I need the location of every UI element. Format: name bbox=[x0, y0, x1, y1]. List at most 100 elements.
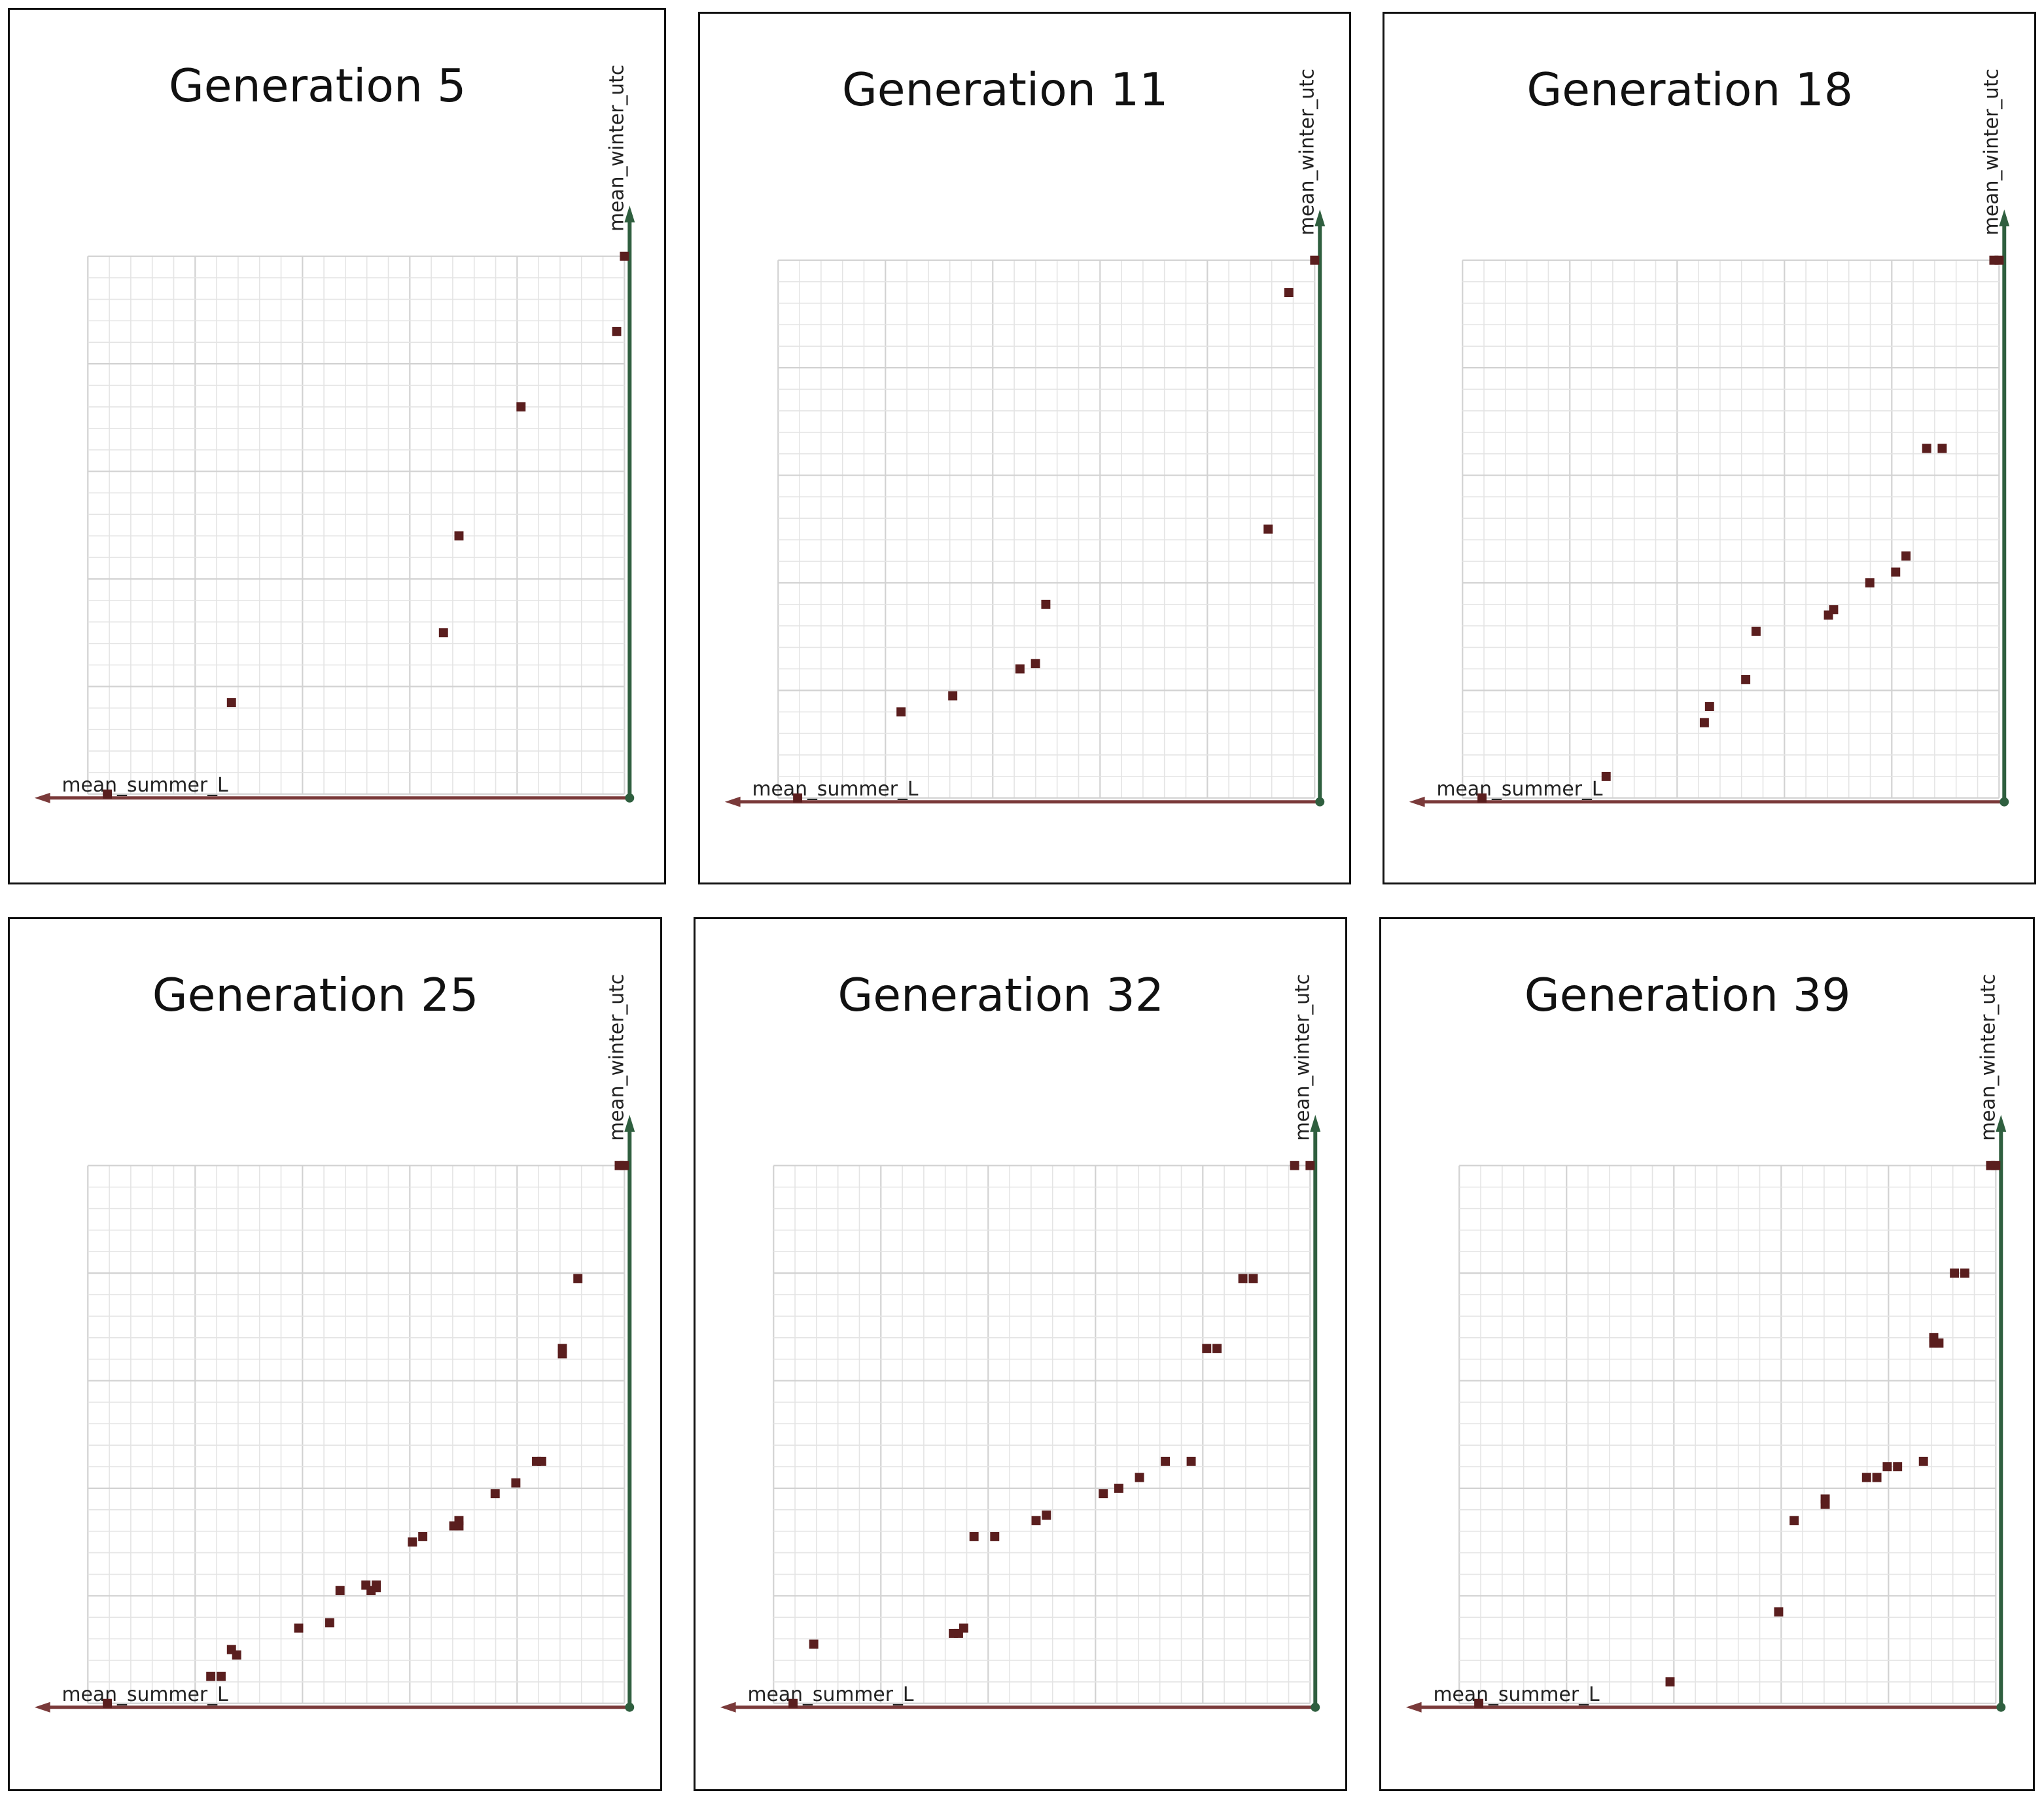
chart-panel-6: Generation 39 mean_summer_L mean_winter_ut… bbox=[1379, 917, 2035, 1791]
data-point bbox=[1238, 1274, 1248, 1284]
data-point bbox=[1751, 626, 1761, 636]
data-point bbox=[620, 251, 629, 261]
data-point bbox=[449, 1521, 459, 1531]
data-point bbox=[614, 1161, 624, 1170]
data-point bbox=[1212, 1344, 1222, 1354]
data-point bbox=[226, 698, 236, 708]
origin-marker bbox=[1996, 1702, 2006, 1712]
x-axis-arrow-icon bbox=[34, 792, 50, 803]
y-axis-label: mean_winter_utc bbox=[1291, 974, 1314, 1141]
data-point bbox=[532, 1456, 541, 1466]
data-point bbox=[1950, 1268, 1960, 1278]
data-point bbox=[1031, 659, 1040, 669]
chart-title: Generation 11 bbox=[842, 63, 1169, 116]
data-point bbox=[408, 1537, 417, 1547]
chart-title: Generation 5 bbox=[169, 60, 467, 113]
data-point bbox=[1263, 524, 1273, 534]
chart-title: Generation 18 bbox=[1526, 63, 1853, 116]
y-axis-arrow-icon bbox=[1310, 1115, 1321, 1132]
data-point bbox=[1824, 610, 1833, 620]
chart-title: Generation 39 bbox=[1524, 969, 1851, 1022]
data-point bbox=[1704, 702, 1714, 711]
data-point bbox=[612, 326, 622, 336]
data-point bbox=[516, 402, 526, 411]
data-point bbox=[1135, 1473, 1144, 1482]
scatter-plot: Generation 11 mean_summer_L mean_winter_ut… bbox=[724, 63, 1326, 807]
data-point bbox=[1202, 1344, 1212, 1354]
data-point bbox=[103, 789, 113, 799]
data-point bbox=[1186, 1456, 1196, 1466]
data-point bbox=[216, 1671, 226, 1681]
y-axis-label: mean_winter_utc bbox=[1980, 69, 2003, 236]
data-point bbox=[809, 1639, 819, 1649]
data-point bbox=[103, 1698, 113, 1708]
gridlines bbox=[1462, 259, 2000, 799]
x-axis-label: mean_summer_L bbox=[1437, 778, 1603, 801]
data-point bbox=[896, 707, 906, 717]
data-point bbox=[1865, 578, 1875, 587]
x-axis-label: mean_summer_L bbox=[62, 1683, 228, 1706]
data-point bbox=[1290, 1161, 1299, 1170]
data-point bbox=[490, 1489, 500, 1499]
data-point bbox=[335, 1586, 345, 1596]
data-point bbox=[294, 1623, 304, 1633]
gridlines bbox=[87, 1164, 626, 1704]
data-point bbox=[1937, 444, 1947, 453]
data-point bbox=[990, 1531, 1000, 1541]
data-point bbox=[1989, 255, 1999, 265]
data-points bbox=[1474, 1161, 2001, 1708]
data-point bbox=[1861, 1473, 1871, 1482]
data-point bbox=[1820, 1499, 1830, 1509]
chart-panel-3: Generation 18 mean_summer_L mean_winter_ut… bbox=[1383, 12, 2036, 884]
chart-panel-4: Generation 25 mean_summer_L mean_winter_ut… bbox=[8, 917, 662, 1791]
gridlines bbox=[773, 1164, 1311, 1704]
data-point bbox=[793, 793, 803, 803]
origin-marker bbox=[1315, 797, 1325, 807]
chart-title: Generation 32 bbox=[837, 969, 1164, 1022]
x-axis-label: mean_summer_L bbox=[748, 1683, 914, 1706]
data-point bbox=[1601, 771, 1611, 781]
data-point bbox=[1305, 1161, 1315, 1170]
data-point bbox=[1284, 288, 1294, 298]
data-points bbox=[103, 251, 629, 799]
data-points bbox=[793, 255, 1320, 803]
data-point bbox=[1161, 1456, 1171, 1466]
x-axis-arrow-icon bbox=[724, 796, 741, 807]
data-point bbox=[1665, 1677, 1675, 1686]
y-axis-arrow-icon bbox=[1314, 209, 1326, 227]
data-point bbox=[573, 1274, 583, 1284]
data-point bbox=[1041, 599, 1051, 609]
data-point bbox=[1099, 1489, 1108, 1499]
data-point bbox=[1699, 718, 1709, 727]
data-point bbox=[1741, 674, 1751, 684]
data-point bbox=[1114, 1484, 1123, 1493]
data-point bbox=[1882, 1462, 1892, 1472]
data-point bbox=[1310, 255, 1320, 265]
chart-panel-2: Generation 11 mean_summer_L mean_winter_ut… bbox=[698, 12, 1351, 884]
data-point bbox=[361, 1580, 371, 1590]
chart-panel-5: Generation 32 mean_summer_L mean_winter_ut… bbox=[694, 917, 1347, 1791]
scatter-plot: Generation 39 mean_summer_L mean_winter_ut… bbox=[1405, 969, 2007, 1713]
scatter-plot: Generation 32 mean_summer_L mean_winter_ut… bbox=[720, 969, 1321, 1713]
data-point bbox=[511, 1478, 521, 1488]
data-point bbox=[1901, 551, 1911, 561]
x-axis-arrow-icon bbox=[720, 1702, 736, 1713]
y-axis-label: mean_winter_utc bbox=[1295, 69, 1318, 236]
y-axis-arrow-icon bbox=[624, 205, 635, 223]
data-point bbox=[206, 1671, 216, 1681]
data-point bbox=[1891, 567, 1901, 577]
y-axis-arrow-icon bbox=[1999, 209, 2010, 227]
data-point bbox=[1477, 793, 1487, 803]
data-point bbox=[1789, 1516, 1799, 1526]
data-point bbox=[325, 1618, 334, 1628]
data-point bbox=[1015, 664, 1025, 674]
data-point bbox=[1474, 1698, 1484, 1708]
data-point bbox=[1042, 1511, 1051, 1520]
y-axis-label: mean_winter_utc bbox=[605, 65, 628, 232]
data-point bbox=[948, 691, 958, 701]
data-point bbox=[1893, 1462, 1903, 1472]
data-point bbox=[969, 1531, 979, 1541]
data-point bbox=[949, 1628, 959, 1638]
x-axis-arrow-icon bbox=[34, 1702, 50, 1713]
data-points bbox=[103, 1161, 629, 1708]
